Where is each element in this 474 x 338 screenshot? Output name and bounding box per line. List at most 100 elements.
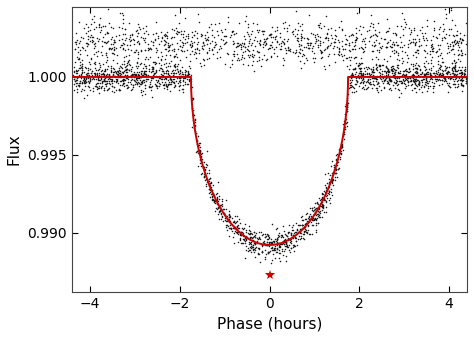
Point [97, 86, 105, 91]
Point [434, 58, 442, 64]
Point [176, 73, 183, 79]
Point [152, 19, 159, 25]
Point [97, 24, 105, 29]
Point [237, 45, 245, 50]
Point [158, 36, 165, 41]
Point [338, 141, 346, 146]
Point [412, 60, 419, 65]
Point [365, 70, 373, 75]
Point [330, 162, 338, 168]
Point [236, 235, 243, 241]
Point [343, 119, 350, 124]
Point [73, 70, 81, 76]
Point [103, 71, 111, 76]
Point [121, 37, 128, 43]
Point [283, 233, 291, 238]
Point [282, 240, 290, 245]
Point [242, 230, 249, 235]
Point [176, 37, 184, 43]
Point [429, 86, 437, 91]
Point [151, 59, 158, 65]
Point [328, 178, 336, 184]
Point [380, 37, 388, 42]
Point [428, 73, 435, 78]
Point [155, 42, 163, 47]
Point [90, 42, 98, 47]
Point [450, 66, 458, 71]
Point [359, 85, 366, 91]
Point [84, 75, 91, 80]
Point [123, 62, 131, 67]
Point [357, 31, 365, 37]
Point [357, 79, 365, 84]
Point [243, 234, 250, 239]
Point [429, 83, 437, 88]
Point [203, 49, 211, 55]
Point [459, 83, 467, 89]
Point [453, 68, 461, 73]
Point [256, 41, 264, 47]
Point [437, 52, 444, 57]
Point [149, 67, 156, 72]
Point [327, 186, 334, 192]
Point [180, 43, 187, 48]
Point [294, 35, 301, 40]
Point [232, 225, 240, 231]
Point [249, 54, 256, 59]
Point [400, 77, 407, 82]
Point [361, 44, 369, 50]
Point [93, 50, 100, 55]
Point [405, 66, 412, 71]
Point [447, 75, 454, 81]
Point [299, 226, 306, 232]
Point [170, 70, 178, 76]
Point [342, 120, 350, 126]
Point [430, 70, 438, 76]
Point [159, 76, 166, 81]
Point [335, 37, 342, 42]
Point [448, 40, 456, 45]
Point [162, 46, 170, 51]
Point [413, 70, 420, 75]
Point [273, 40, 281, 45]
Point [194, 39, 201, 45]
Point [265, 241, 273, 246]
Point [451, 64, 459, 69]
Point [325, 62, 333, 68]
Point [320, 196, 328, 201]
Point [78, 80, 86, 85]
Point [357, 61, 365, 66]
Point [332, 167, 340, 172]
Point [416, 87, 423, 92]
Point [439, 28, 447, 33]
Point [246, 228, 254, 234]
Point [390, 39, 397, 45]
Point [244, 47, 252, 52]
Point [330, 40, 337, 45]
Point [282, 243, 289, 248]
Point [246, 33, 253, 39]
Point [178, 73, 185, 78]
Point [436, 77, 444, 82]
Point [333, 156, 340, 162]
Point [201, 167, 209, 173]
Point [110, 48, 118, 53]
Point [374, 74, 381, 79]
Point [324, 26, 332, 32]
Point [453, 71, 461, 77]
Point [375, 41, 383, 46]
Point [449, 71, 456, 76]
Point [267, 42, 274, 47]
Point [232, 230, 239, 235]
Point [103, 39, 110, 44]
Point [103, 66, 111, 71]
Point [263, 251, 270, 257]
Point [122, 53, 129, 58]
Point [294, 27, 302, 33]
Point [227, 218, 234, 223]
Point [127, 79, 134, 85]
Point [447, 6, 454, 11]
Point [245, 54, 253, 60]
Point [162, 61, 170, 66]
Point [418, 77, 425, 82]
